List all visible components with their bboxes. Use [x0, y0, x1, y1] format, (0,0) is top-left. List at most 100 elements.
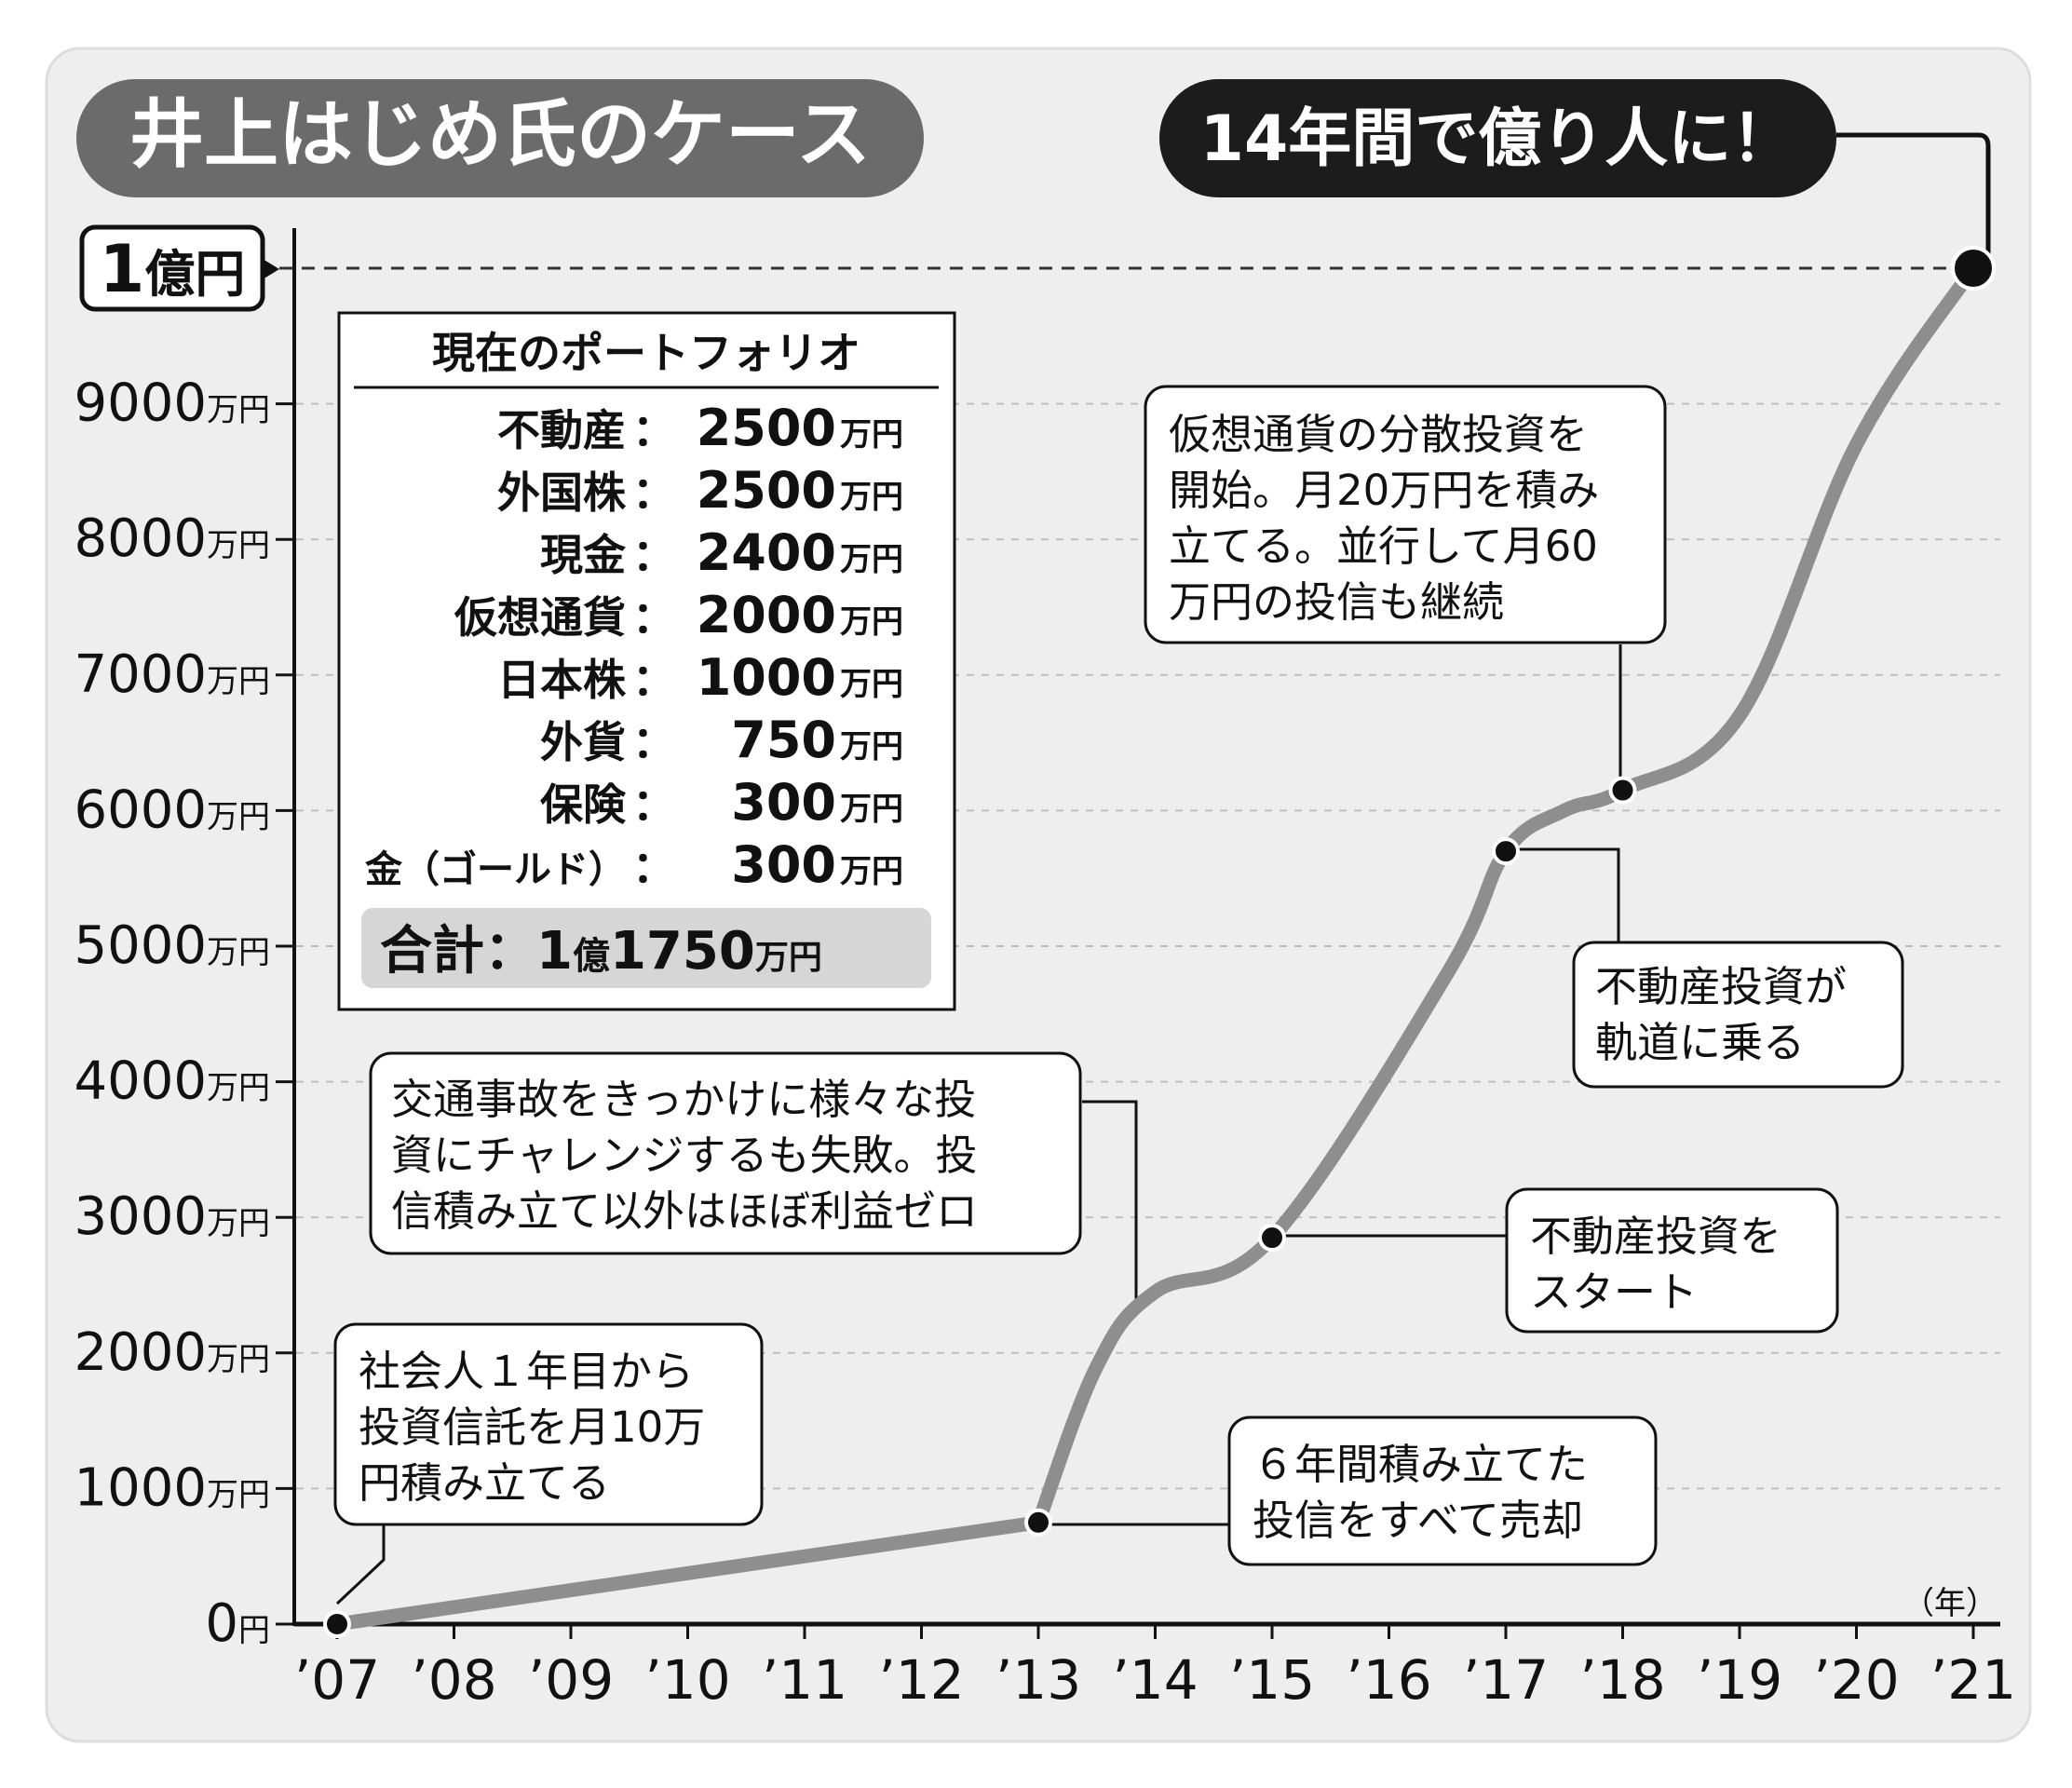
portfolio-row-name: 現金 — [540, 530, 627, 580]
x-tick-label: ’08 — [411, 1648, 496, 1712]
portfolio-row: 金（ゴールド）： 300 万円 — [364, 835, 903, 894]
y-tick-label: 5000万円 — [74, 915, 270, 976]
y-tick-label: 9000万円 — [74, 373, 270, 434]
annotation-line: 社会人１年目から — [359, 1347, 694, 1396]
x-tick-label: ’15 — [1229, 1648, 1315, 1712]
annotation-line: ６年間積み立てた — [1253, 1440, 1588, 1489]
y-tick-label-unit: 万円 — [207, 798, 270, 835]
y-tick-label-unit: 万円 — [207, 1205, 270, 1242]
y-tick-label: 8000万円 — [74, 508, 270, 569]
portfolio-row-unit: 万円 — [840, 853, 903, 890]
portfolio-total-unit: 万円 — [755, 939, 822, 977]
annotation-line: 仮想通貨の分散投資を — [1169, 410, 1588, 459]
y-tick-label-unit: 万円 — [207, 1070, 270, 1107]
portfolio-total-label: 合計：1 — [380, 921, 573, 982]
portfolio-row-separator: ： — [632, 405, 675, 455]
headline-text: 14年間で億り人に！ — [1200, 102, 1795, 176]
portfolio-row: 外貨： 750 万円 — [540, 711, 903, 769]
annotation-2014: 交通事故をきっかけに様々な投資にチャレンジするも失敗。投信積み立て以外はほぼ利益… — [369, 1051, 1082, 1255]
y-tick-label-unit: 万円 — [207, 934, 270, 971]
portfolio-row-name: 外国株 — [497, 467, 627, 518]
y-tick-label-num: 9000 — [74, 373, 207, 434]
portfolio-row-unit: 万円 — [840, 541, 903, 578]
portfolio-row-amount: 1000 — [697, 648, 836, 707]
portfolio-row-amount: 300 — [731, 835, 836, 894]
x-tick-label: ’09 — [528, 1648, 614, 1712]
y-tick-label-unit: 円 — [238, 1612, 270, 1649]
reference-label: 1億円 — [79, 224, 279, 312]
x-axis: ’07 ’08 ’09 ’10 ’11 ’12 ’13 ’14 ’15 ’16 ’17 ’18 ’19 ’… — [294, 1621, 2016, 1712]
x-tick-label: ’11 — [762, 1648, 847, 1712]
data-point-marker — [1492, 837, 1520, 866]
data-point-marker — [1608, 776, 1637, 805]
portfolio-row-amount: 750 — [731, 711, 836, 769]
portfolio-row-unit: 万円 — [840, 728, 903, 765]
portfolio-row-unit: 万円 — [840, 416, 903, 454]
y-tick-label-num: 0 — [205, 1593, 238, 1654]
x-unit-label: （年） — [1903, 1585, 1998, 1622]
annotation-text: 社会人１年目から投資信託を月10万円積み立てる — [359, 1347, 705, 1508]
y-tick-label: 1000万円 — [74, 1457, 270, 1518]
reference-label-unit: 億円 — [144, 245, 245, 304]
portfolio-row-name: 保険 — [540, 779, 627, 830]
chart-title: 井上はじめ氏のケース — [129, 91, 871, 178]
portfolio-row-amount: 2400 — [697, 523, 836, 582]
y-tick-label: 2000万円 — [74, 1322, 270, 1383]
annotation-line: 万円の投信も継続 — [1169, 577, 1504, 627]
y-tick-label: 7000万円 — [74, 644, 270, 705]
y-tick-label: 6000万円 — [74, 779, 270, 840]
portfolio-row-name: 金（ゴールド） — [364, 848, 626, 891]
portfolio-row-unit: 万円 — [840, 791, 903, 828]
data-point-marker — [1258, 1224, 1286, 1253]
y-tick-label: 4000万円 — [74, 1051, 270, 1112]
portfolio-row-amount: 2500 — [697, 399, 836, 457]
annotation-line: 不動産投資を — [1530, 1212, 1781, 1261]
portfolio-total-oku: 億 — [573, 935, 610, 978]
annotation-line: 不動産投資が — [1595, 962, 1847, 1011]
annotation-text: 不動産投資が軌道に乗る — [1595, 962, 1847, 1067]
svg-text:1億円: 1億円 — [100, 231, 246, 307]
headline-leader-line — [1836, 132, 1991, 268]
y-tick-label-unit: 万円 — [207, 392, 270, 429]
annotation-line: 軌道に乗る — [1595, 1018, 1805, 1067]
data-point-marker — [1951, 246, 1996, 291]
y-tick-label-unit: 万円 — [207, 1476, 270, 1513]
annotation-line: 円積み立てる — [359, 1458, 610, 1508]
x-tick-label: ’20 — [1813, 1648, 1899, 1712]
y-tick-label-num: 1000 — [74, 1457, 207, 1518]
annotation-2015: 不動産投資をスタート — [1505, 1187, 1839, 1334]
portfolio-row-unit: 万円 — [840, 666, 903, 703]
x-tick-label: ’17 — [1463, 1648, 1549, 1712]
portfolio-row-unit: 万円 — [840, 603, 903, 641]
annotation-line: 投資信託を月10万 — [359, 1402, 705, 1452]
annotation-line: 投信をすべて売却 — [1253, 1496, 1583, 1545]
data-point-marker — [1024, 1508, 1052, 1537]
annotation-text: ６年間積み立てた投信をすべて売却 — [1253, 1440, 1588, 1545]
portfolio-total-amount: 1750 — [610, 921, 755, 982]
y-tick-label-num: 8000 — [74, 508, 207, 569]
y-tick-label-num: 6000 — [74, 779, 207, 840]
x-tick-label: ’19 — [1697, 1648, 1782, 1712]
x-tick-label: ’10 — [644, 1648, 730, 1712]
y-axis: 0円1000万円2000万円3000万円4000万円5000万円6000万円70… — [74, 228, 296, 1654]
portfolio-row-separator: ： — [632, 467, 675, 518]
portfolio-row: 外国株： 2500 万円 — [497, 461, 903, 520]
annotation-line: 資にチャレンジするも失敗。投 — [391, 1131, 978, 1180]
data-point-marker — [323, 1610, 351, 1638]
portfolio-row-unit: 万円 — [840, 479, 903, 516]
portfolio-title: 現在のポートフォリオ — [432, 328, 860, 378]
reference-label-num: 1 — [100, 231, 145, 307]
headline-pill: 14年間で億り人に！ — [1159, 79, 1836, 197]
x-tick-label: ’16 — [1346, 1648, 1431, 1712]
x-tick-label: ’12 — [878, 1648, 964, 1712]
leader-2014 — [1082, 1100, 1138, 1313]
leader-2017 — [1502, 847, 1620, 942]
portfolio-row: 仮想通貨： 2000 万円 — [454, 586, 903, 644]
x-tick-label: ’14 — [1112, 1648, 1198, 1712]
series-line — [330, 261, 1981, 1632]
portfolio-total-bg — [361, 908, 931, 988]
portfolio-row-amount: 300 — [731, 773, 836, 832]
